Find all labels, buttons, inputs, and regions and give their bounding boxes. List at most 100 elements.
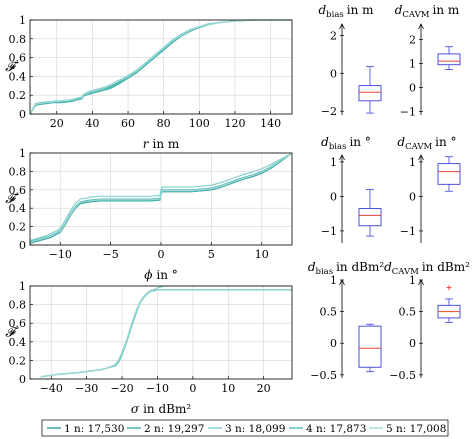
- x-tick-label: 20: [257, 382, 271, 395]
- boxplot-title: dCAVM in °: [397, 135, 456, 152]
- x-axis-label-var: ϕ: [144, 268, 152, 282]
- y-tick-label: 0.6: [9, 317, 27, 330]
- y-axis-arrow: [418, 23, 424, 30]
- boxplot-title-symbol: d: [318, 3, 326, 17]
- y-tick-label: 0.8: [9, 165, 27, 178]
- box-iqr: [358, 85, 382, 102]
- y-tick-label: 2: [330, 29, 337, 42]
- y-tick-label: 2: [409, 34, 416, 47]
- boxplot-panel-5: dbias in dBm² −0.5 0 0.5 1: [308, 260, 385, 382]
- boxplot-title-subscript: bias: [329, 142, 347, 152]
- x-tick-label: −20: [110, 382, 133, 395]
- y-tick-label: −1: [400, 225, 416, 238]
- y-tick-label: 0: [19, 108, 26, 121]
- boxplot-title-symbol: d: [397, 135, 405, 149]
- x-axis-label: σ in dBm²: [131, 402, 191, 416]
- boxplot-title-symbol: d: [308, 260, 316, 274]
- y-tick-label: 0: [330, 337, 337, 350]
- y-tick-label: 1: [19, 14, 26, 27]
- boxplot-title-symbol: d: [384, 260, 392, 274]
- x-tick-label: −30: [75, 382, 98, 395]
- y-tick-label: 0.2: [9, 89, 27, 102]
- x-tick-label: 60: [121, 117, 135, 130]
- boxplot-title-subscript: CAVM: [405, 142, 432, 152]
- ecdf-line-series-2: [40, 289, 292, 378]
- boxplot-panel-3: dbias in ° −1 0 1: [321, 135, 382, 243]
- y-tick-label: 1: [409, 274, 416, 287]
- x-axis-label-unit: in dBm²: [143, 402, 191, 416]
- boxplot-title-subscript: CAVM: [402, 10, 429, 20]
- boxplot-title-subscript: CAVM: [392, 267, 419, 277]
- x-tick-label: 20: [50, 117, 64, 130]
- y-tick-label: 1: [19, 147, 26, 160]
- boxplot-title: dbias in m: [318, 3, 374, 20]
- y-tick-label: 0.2: [9, 354, 27, 367]
- x-axis-label-var: σ: [131, 402, 140, 416]
- legend: 1 n: 17,530 2 n: 19,297 3 n: 18,099 4 n: 17…: [41, 419, 449, 437]
- x-tick-label: 140: [260, 117, 281, 130]
- x-tick-label: −5: [103, 248, 119, 261]
- ecdf-line-series-3: [40, 285, 292, 378]
- y-tick-label: −1: [400, 105, 416, 118]
- y-axis-arrow: [418, 154, 424, 161]
- y-tick-label: 0: [330, 190, 337, 203]
- x-tick-label: 0: [189, 382, 196, 395]
- y-tick-label: −0.5: [389, 369, 416, 382]
- boxplot-title: dbias in °: [321, 135, 371, 152]
- ecdf-line-series-4: [40, 289, 292, 378]
- boxplot-title-symbol: d: [321, 135, 329, 149]
- x-axis-label-unit: in m: [152, 137, 179, 151]
- y-tick-label: 0.4: [9, 336, 27, 349]
- y-tick-label: 1: [330, 156, 337, 169]
- ecdf-line-series-1: [40, 289, 292, 378]
- y-tick-label: 1: [409, 156, 416, 169]
- y-tick-label: 0: [409, 81, 416, 94]
- x-axis-label-var: r: [143, 137, 150, 151]
- y-tick-label: 0.8: [9, 33, 27, 46]
- x-tick-label: −40: [40, 382, 63, 395]
- y-tick-label: −1: [321, 225, 337, 238]
- y-tick-label: 0: [330, 67, 337, 80]
- y-tick-label: 0.2: [9, 221, 27, 234]
- ecdf-line-series-5: [29, 152, 293, 243]
- box-iqr: [358, 208, 382, 227]
- y-axis-arrow: [339, 154, 345, 161]
- y-tick-label: 1: [409, 58, 416, 71]
- plot-frame: [29, 19, 293, 115]
- x-tick-label: 120: [224, 117, 245, 130]
- ecdf-line-series-5: [29, 19, 292, 115]
- y-tick-label: 0: [19, 373, 26, 386]
- boxplot-title-unit: in dBm²: [336, 260, 384, 274]
- legend-entry-1: 1 n: 17,530: [64, 423, 124, 435]
- y-tick-label: 0.4: [9, 70, 27, 83]
- x-tick-label: 10: [255, 248, 269, 261]
- x-tick-label: 100: [189, 117, 210, 130]
- x-axis-label: ϕ in °: [144, 268, 178, 282]
- box-iqr: [437, 53, 461, 66]
- y-tick-label: 1: [19, 280, 26, 293]
- boxplot-panel-4: dCAVM in ° −1 0 1: [397, 135, 461, 243]
- boxplot-title-subscript: bias: [326, 10, 344, 20]
- x-axis-label: r in m: [143, 137, 180, 151]
- x-tick-label: 5: [208, 248, 215, 261]
- legend-entry-5: 5 n: 17,008: [386, 423, 446, 435]
- box-iqr: [358, 325, 382, 368]
- y-tick-label: 0.4: [9, 202, 27, 215]
- boxplot-title-unit: in m: [347, 3, 374, 17]
- boxplot-title-unit: in m: [432, 3, 459, 17]
- y-tick-label: 0: [409, 190, 416, 203]
- x-tick-label: 0: [158, 248, 165, 261]
- x-tick-label: 40: [85, 117, 99, 130]
- ecdf-line-series-5: [40, 289, 292, 378]
- boxplot-title-unit: in °: [349, 135, 370, 149]
- x-tick-label: 10: [221, 382, 235, 395]
- y-tick-label: 0.6: [9, 184, 27, 197]
- y-tick-label: 0.8: [9, 299, 27, 312]
- boxplot-title: dCAVM in dBm²: [384, 260, 470, 277]
- boxplot-title-unit: in dBm²: [422, 260, 470, 274]
- y-tick-label: 0.6: [9, 52, 27, 65]
- y-tick-label: 1: [330, 274, 337, 287]
